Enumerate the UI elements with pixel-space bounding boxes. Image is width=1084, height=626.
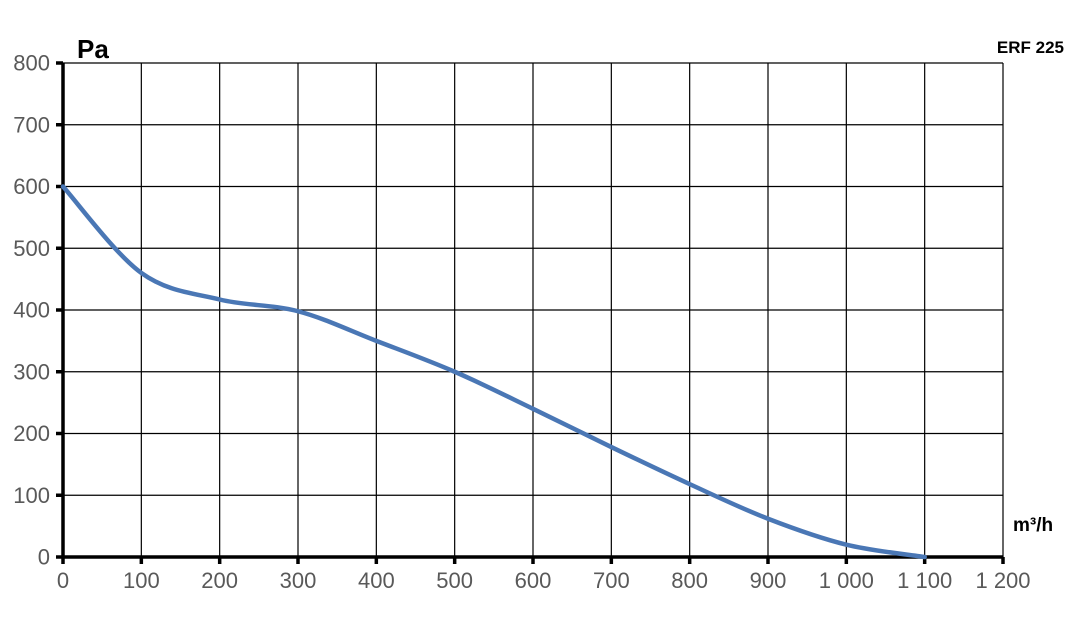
svg-text:1 100: 1 100 [897, 568, 952, 593]
svg-text:900: 900 [750, 568, 787, 593]
svg-text:1 000: 1 000 [819, 568, 874, 593]
svg-text:500: 500 [436, 568, 473, 593]
svg-text:400: 400 [358, 568, 395, 593]
svg-text:300: 300 [13, 359, 50, 384]
svg-text:300: 300 [280, 568, 317, 593]
svg-text:800: 800 [671, 568, 708, 593]
svg-text:1 200: 1 200 [975, 568, 1030, 593]
svg-text:600: 600 [13, 174, 50, 199]
svg-text:700: 700 [13, 112, 50, 137]
svg-text:400: 400 [13, 298, 50, 323]
svg-text:700: 700 [593, 568, 630, 593]
svg-text:200: 200 [13, 421, 50, 446]
svg-text:100: 100 [123, 568, 160, 593]
svg-text:100: 100 [13, 483, 50, 508]
svg-text:0: 0 [57, 568, 69, 593]
svg-text:800: 800 [13, 51, 50, 76]
svg-text:0: 0 [38, 545, 50, 570]
svg-text:500: 500 [13, 236, 50, 261]
svg-text:200: 200 [201, 568, 238, 593]
svg-text:600: 600 [515, 568, 552, 593]
